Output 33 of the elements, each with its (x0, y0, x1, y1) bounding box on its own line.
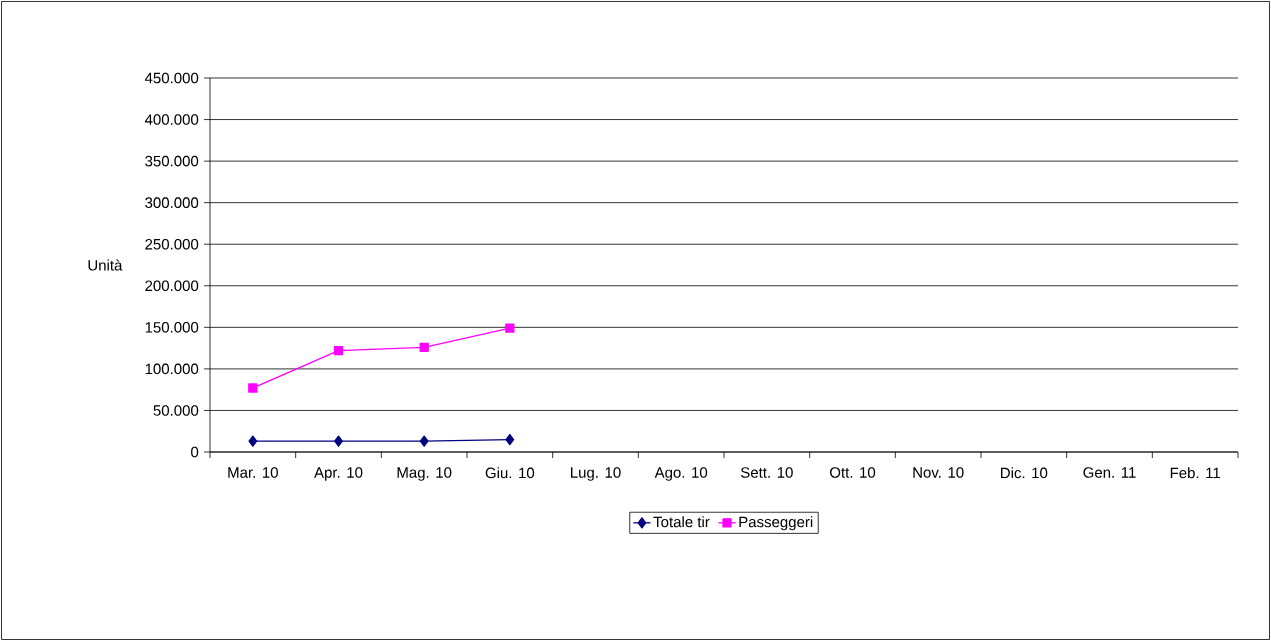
x-tick-label: Mag. 10 (397, 467, 452, 481)
point (334, 435, 343, 447)
y-tick-label: 450.000 (144, 72, 199, 84)
y-axis-title: Unità (88, 259, 123, 271)
y-tick-label: 100.000 (145, 363, 199, 375)
x-tick-label: Dic. 10 (1001, 467, 1048, 479)
x-tick-label: Giu. 10 (485, 467, 535, 479)
x-tick-label: Ago. 10 (654, 467, 708, 481)
legend-label: Passeggeri (739, 516, 813, 531)
y-tick-label: 0 (191, 446, 199, 458)
point (419, 435, 429, 447)
y-tick-label: 150.000 (145, 322, 199, 333)
y-tick-label: 250.000 (145, 238, 199, 250)
y-tick-label: 300.000 (145, 197, 199, 208)
point (419, 342, 429, 352)
point (248, 383, 258, 393)
x-tick-label: Sett. 10 (740, 467, 793, 478)
legend-label: Totale tir (653, 516, 710, 528)
x-tick-label: Mar. 10 (228, 467, 278, 478)
point (248, 435, 258, 447)
x-tick-label: Nov. 10 (913, 467, 964, 478)
point (505, 323, 515, 333)
x-tick-label: Ott. 10 (830, 467, 876, 478)
point (333, 345, 344, 356)
x-tick-label: Lug. 10 (571, 467, 621, 481)
y-tick-label: 350.000 (145, 155, 199, 167)
point (505, 433, 515, 446)
x-tick-label: Gen. 11 (1083, 467, 1136, 478)
y-tick-label: 200.000 (145, 280, 199, 292)
y-tick-label: 400.000 (144, 114, 199, 125)
x-tick-label: Apr. 10 (314, 467, 363, 481)
y-tick-label: 50.000 (153, 405, 199, 416)
x-tick-label: Feb. 11 (1170, 467, 1221, 479)
